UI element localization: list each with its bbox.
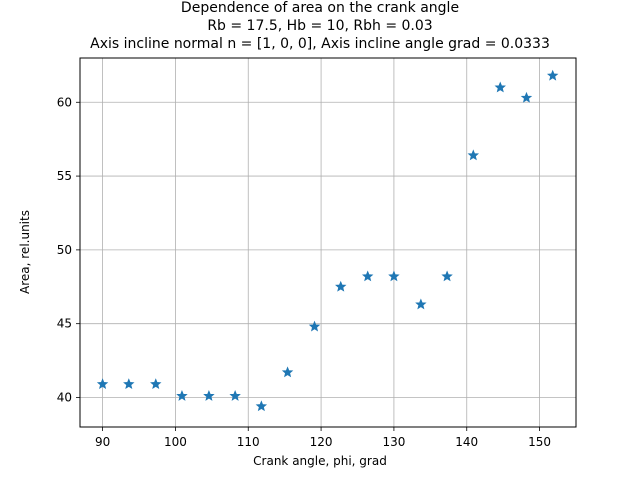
x-tick-label: 150	[528, 435, 551, 449]
y-tick-label: 45	[57, 317, 72, 331]
chart-title-line-2: Rb = 17.5, Hb = 10, Rbh = 0.03	[207, 18, 433, 34]
data-point-star	[96, 378, 109, 390]
x-tick-label: 140	[455, 435, 478, 449]
data-point-star	[388, 270, 400, 282]
x-axis-label: Crank angle, phi, grad	[253, 454, 387, 468]
y-axis-label: Area, rel.units	[18, 210, 32, 294]
chart-title-line-3: Axis incline normal n = [1, 0, 0], Axis …	[90, 36, 550, 52]
x-tick-label: 100	[164, 435, 187, 449]
data-point-star	[176, 389, 188, 401]
x-axis-ticks: 90 100 110 120 130 140 150	[95, 427, 551, 449]
y-tick-label: 50	[57, 243, 72, 257]
data-point-star	[229, 390, 241, 401]
x-tick-label: 120	[310, 435, 333, 449]
data-point-star	[467, 149, 480, 161]
data-point-star	[441, 270, 453, 282]
data-points	[96, 69, 559, 412]
plot-area-frame	[79, 57, 577, 428]
data-point-star	[123, 378, 135, 390]
data-point-star	[281, 366, 294, 378]
data-point-star	[520, 91, 533, 103]
grid-lines	[80, 58, 576, 427]
data-point-star	[335, 280, 347, 292]
data-point-star	[255, 400, 268, 412]
data-point-star	[203, 390, 215, 401]
data-point-star	[150, 378, 162, 390]
chart-title-line-1: Dependence of area on the crank angle	[180, 0, 460, 16]
x-tick-label: 130	[382, 435, 405, 449]
y-tick-label: 55	[57, 169, 72, 183]
data-point-star	[308, 320, 321, 332]
data-point-star	[361, 270, 374, 282]
x-tick-label: 90	[95, 435, 110, 449]
y-axis-ticks: 40 45 50 55 60	[57, 95, 80, 404]
data-point-star	[415, 298, 427, 310]
y-tick-label: 40	[57, 390, 72, 404]
data-point-star	[546, 69, 559, 81]
data-point-star	[494, 81, 506, 93]
y-tick-label: 60	[57, 95, 72, 109]
x-tick-label: 110	[237, 435, 260, 449]
